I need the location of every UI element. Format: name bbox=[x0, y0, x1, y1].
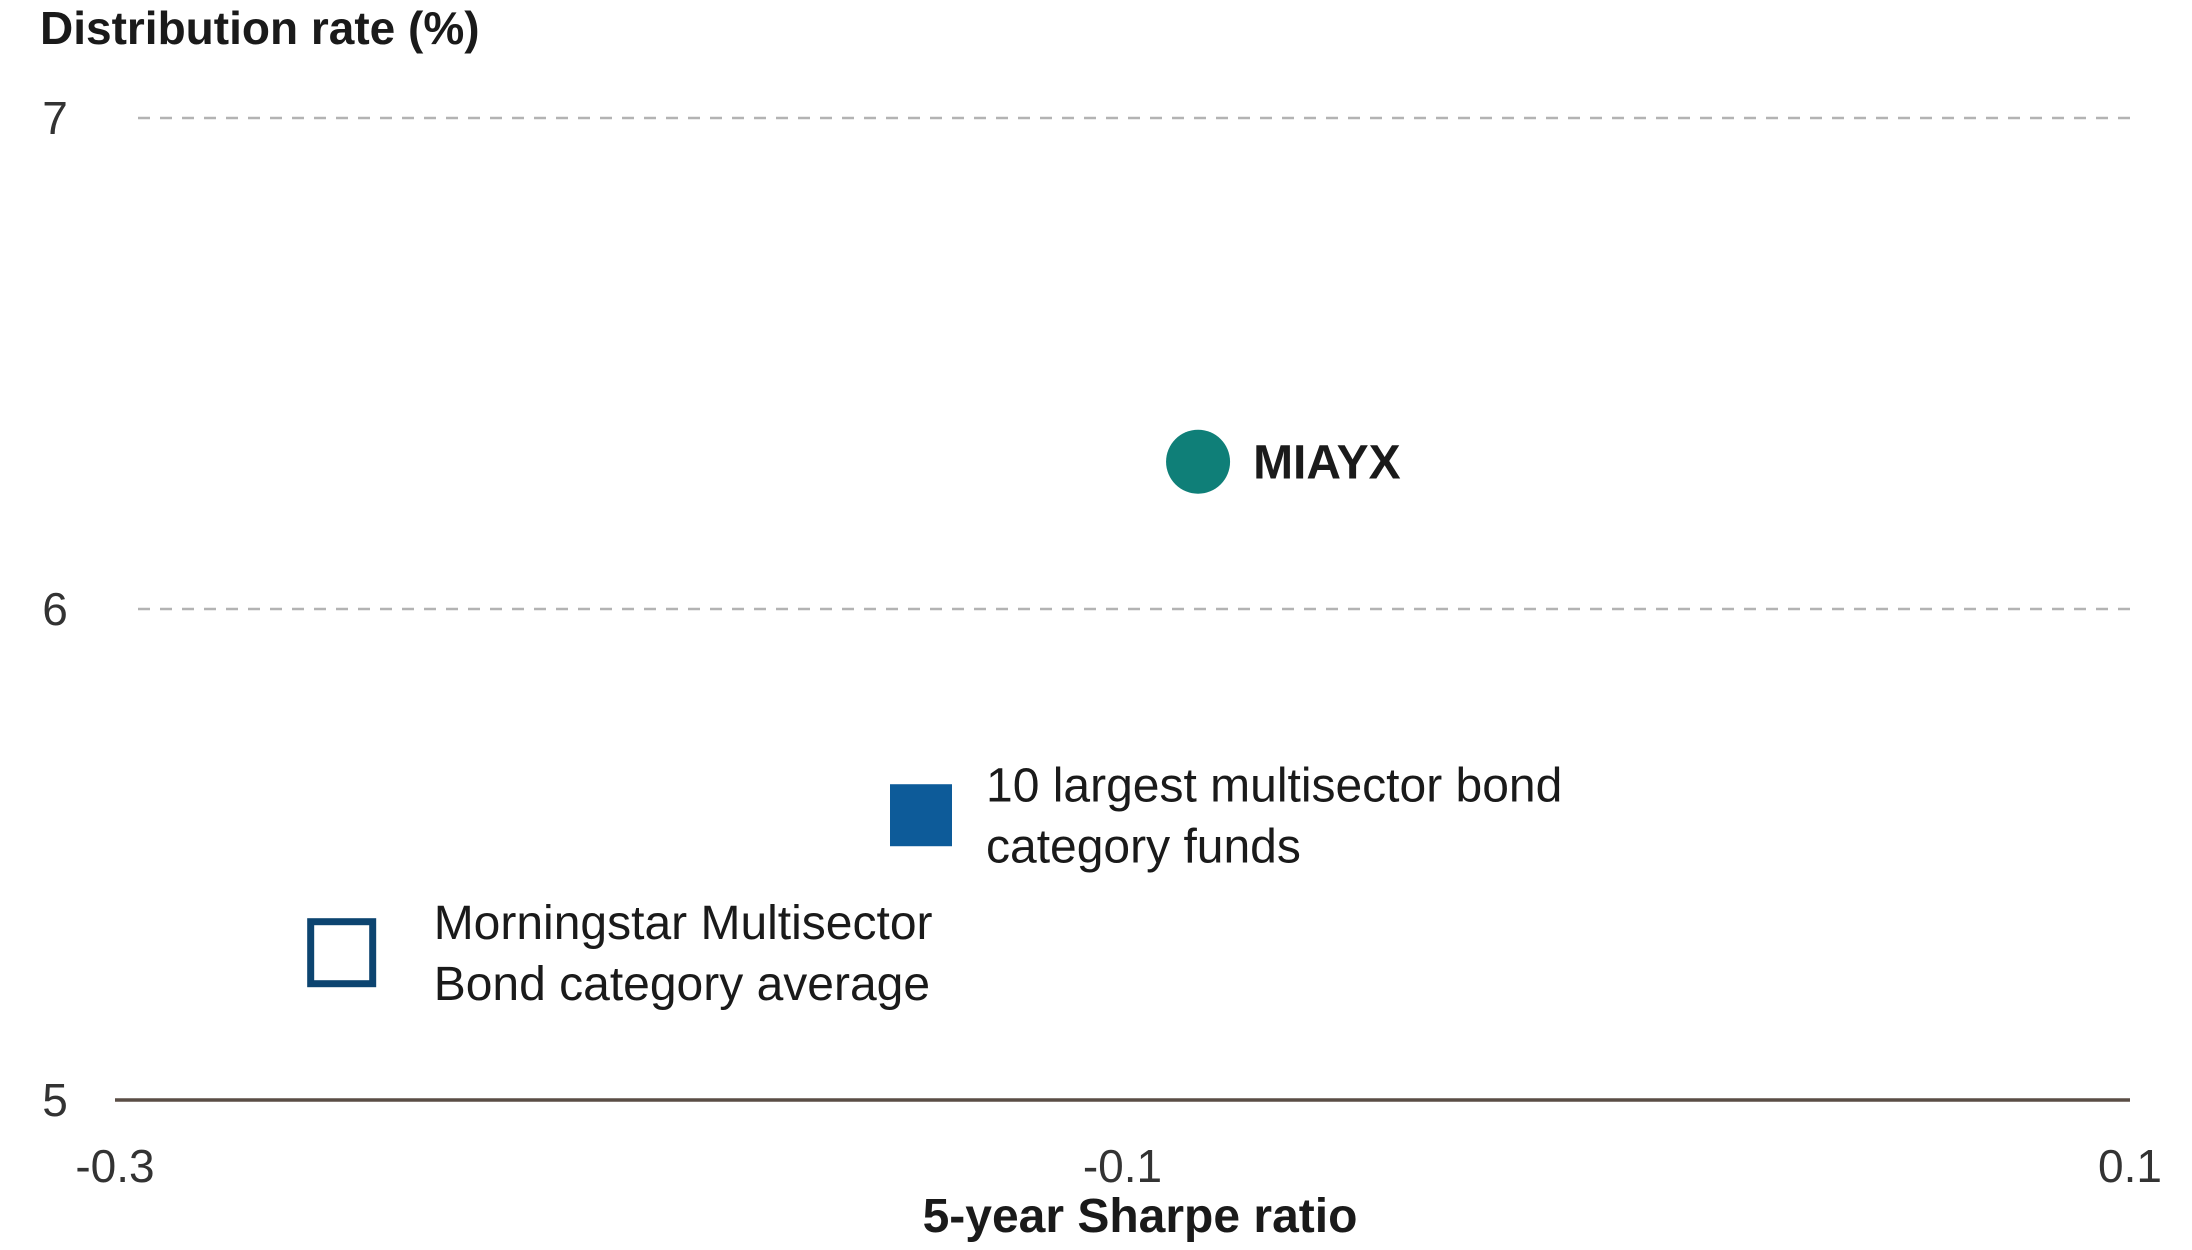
x-tick-label: -0.3 bbox=[75, 1140, 154, 1192]
x-tick-label: -0.1 bbox=[1083, 1140, 1162, 1192]
point-marker-square bbox=[890, 784, 952, 847]
data-points: MIAYX 10 largest multisector bond category… bbox=[307, 429, 1562, 1011]
y-axis-title: Distribution rate (%) bbox=[40, 2, 480, 54]
point-label: MIAYX bbox=[1253, 437, 1401, 490]
point-label: Morningstar Multisector Bond category ave… bbox=[434, 897, 933, 1011]
point-3: Morningstar Multisector Bond category ave… bbox=[307, 897, 933, 1011]
y-tick-label: 6 bbox=[42, 583, 68, 635]
y-tick-label: 7 bbox=[42, 92, 68, 144]
x-tick-label: 0.1 bbox=[2098, 1140, 2162, 1192]
point-label-line: Morningstar Multisector bbox=[434, 897, 933, 950]
point-label-line: 10 largest multisector bond bbox=[986, 760, 1562, 813]
point-marker-circle bbox=[1166, 429, 1231, 494]
y-axis-ticks: 5 6 7 bbox=[42, 92, 68, 1126]
point-label-line: MIAYX bbox=[1253, 437, 1401, 490]
point-1: MIAYX bbox=[1166, 429, 1401, 494]
y-tick-label: 5 bbox=[42, 1074, 68, 1126]
x-axis-title: 5-year Sharpe ratio bbox=[923, 1190, 1358, 1243]
point-label-line: Bond category average bbox=[434, 958, 930, 1011]
grid-lines bbox=[138, 116, 2140, 611]
point-label-line: category funds bbox=[986, 821, 1301, 874]
point-label: 10 largest multisector bond category fund… bbox=[986, 760, 1562, 874]
x-axis-ticks: -0.3 -0.1 0.1 bbox=[75, 1140, 2162, 1192]
point-marker-square-outline bbox=[307, 918, 377, 988]
point-2: 10 largest multisector bond category fund… bbox=[890, 760, 1562, 874]
